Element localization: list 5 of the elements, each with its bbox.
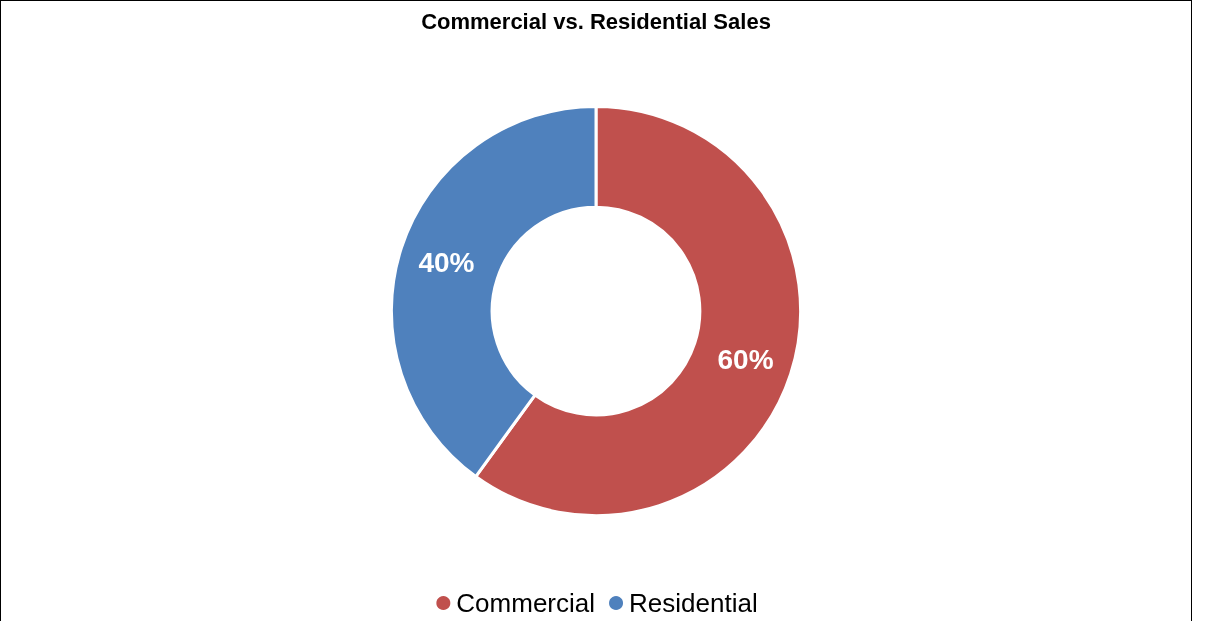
chart-title: Commercial vs. Residential Sales	[421, 8, 771, 34]
legend-label: Residential	[629, 588, 758, 618]
data-label: 60%	[717, 344, 774, 376]
data-label: 40%	[418, 246, 475, 278]
legend-label: Commercial	[456, 588, 596, 618]
